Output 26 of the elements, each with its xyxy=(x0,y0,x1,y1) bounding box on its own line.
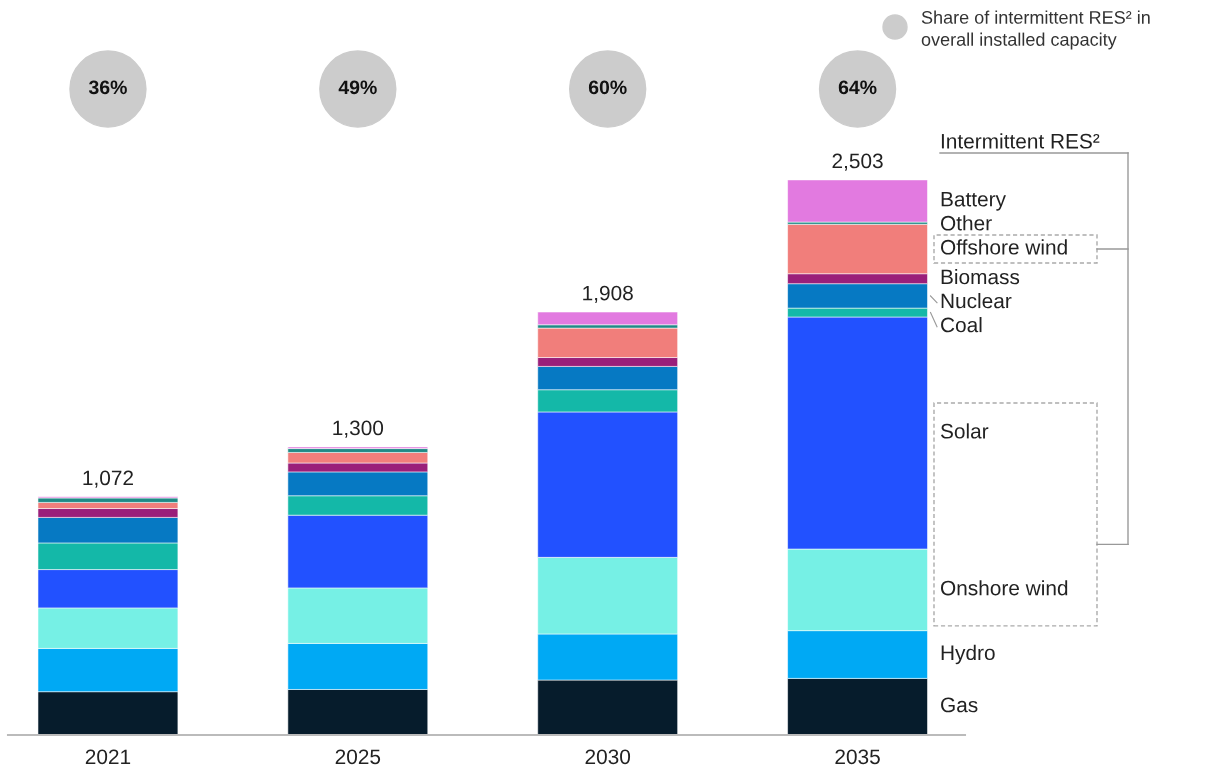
series-label: Hydro xyxy=(941,644,995,665)
series-label: Onshore wind xyxy=(940,580,1068,596)
series-label: Gas xyxy=(941,697,978,713)
text: Share of intermittent RES² in overall installed capacity xyxy=(921,10,1150,50)
x-tick-label: 2025 xyxy=(335,749,381,765)
annotation: 2,503 xyxy=(832,153,883,171)
text: 36% xyxy=(88,80,127,95)
series-label: Nuclear xyxy=(941,292,1012,309)
text: 60% xyxy=(588,80,627,95)
annotation: 1,300 xyxy=(333,420,384,438)
x-tick-label: 2021 xyxy=(85,749,131,765)
annotation: 1,908 xyxy=(583,285,633,303)
series-label: Biomass xyxy=(941,268,1020,285)
text: 64% xyxy=(838,80,877,95)
text: Intermittent RES² xyxy=(941,133,1100,149)
bar xyxy=(787,179,928,223)
series-label: Offshore wind xyxy=(940,239,1067,255)
x-tick-label: 2035 xyxy=(835,749,880,765)
series-label: Solar xyxy=(940,423,989,439)
x-tick-label: 2030 xyxy=(585,749,631,765)
series-label: Coal xyxy=(941,316,982,333)
bar xyxy=(537,311,678,326)
series-label: Battery xyxy=(941,192,1006,211)
annotation: 1,072 xyxy=(83,470,133,488)
text: 49% xyxy=(338,80,377,95)
series-label: Other xyxy=(940,215,992,231)
